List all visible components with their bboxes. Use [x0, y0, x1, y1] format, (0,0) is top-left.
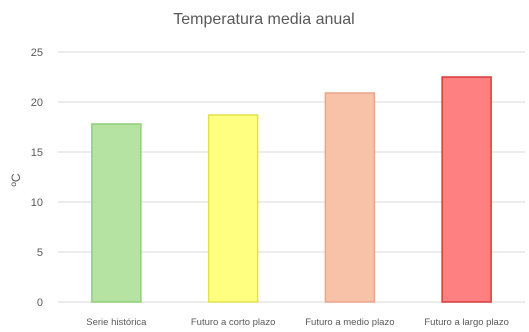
chart-title: Temperatura media anual — [173, 11, 354, 28]
x-tick-label: Futuro a medio plazo — [305, 317, 394, 328]
x-tick-label: Serie histórica — [86, 317, 147, 328]
y-tick-label: 25 — [31, 47, 43, 59]
y-tick-label: 20 — [31, 97, 43, 109]
y-tick-label: 15 — [31, 147, 43, 159]
bar — [324, 92, 376, 303]
y-tick-label: 10 — [31, 197, 43, 209]
bar — [441, 76, 492, 303]
bar — [207, 114, 259, 303]
bar — [91, 123, 142, 303]
x-tick-label: Futuro a largo plazo — [424, 317, 509, 328]
y-tick-label: 0 — [37, 297, 43, 309]
y-axis-label: ºC — [9, 173, 23, 186]
x-tick-label: Futuro a corto plazo — [191, 317, 276, 328]
y-tick-label: 5 — [37, 247, 43, 259]
